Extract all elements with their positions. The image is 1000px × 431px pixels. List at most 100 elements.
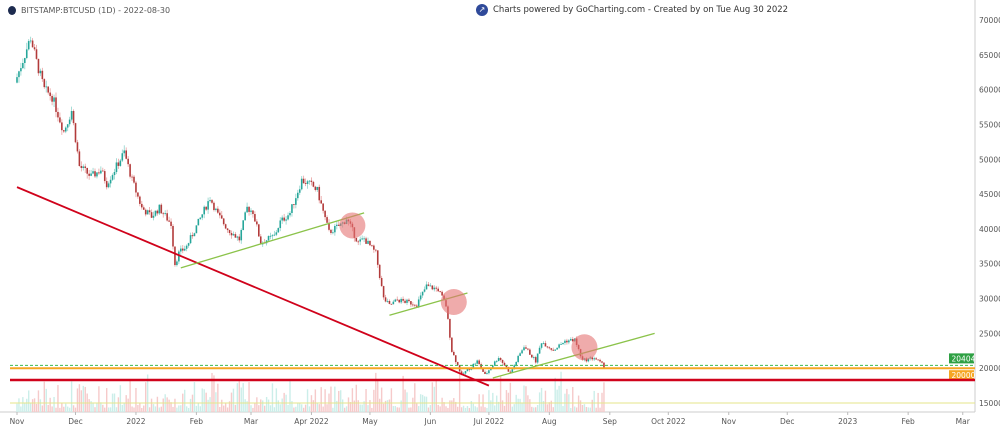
candle	[492, 365, 494, 369]
volume-bar	[146, 374, 149, 412]
candle	[367, 240, 369, 244]
volume-bar	[302, 407, 305, 412]
candle	[300, 178, 303, 190]
candle	[18, 71, 20, 78]
candle	[310, 180, 313, 182]
candle	[226, 228, 229, 231]
volume-bar	[371, 407, 373, 412]
candle	[474, 363, 477, 365]
candle	[100, 170, 102, 174]
volume-bar	[531, 406, 533, 412]
candle	[480, 364, 482, 369]
volume-bar	[20, 406, 22, 412]
volume-bar	[301, 404, 303, 412]
volume-bar	[525, 386, 527, 412]
volume-bar	[338, 390, 340, 412]
volume-bar	[589, 407, 591, 412]
candle	[193, 233, 196, 237]
candle	[131, 176, 133, 178]
volume-bar	[550, 400, 552, 412]
volume-bar	[558, 385, 560, 412]
candle	[396, 299, 399, 301]
volume-bar	[238, 380, 240, 412]
candle	[33, 47, 36, 50]
candle	[462, 373, 465, 375]
volume-bar	[462, 405, 465, 412]
volume-bar	[503, 405, 506, 412]
x-tick-label: Jul 2022	[473, 417, 505, 426]
candle	[242, 220, 244, 231]
candle	[49, 92, 51, 96]
volume-bar	[457, 406, 459, 412]
volume-bar	[496, 395, 498, 412]
candle	[295, 198, 297, 205]
volume-bar	[29, 403, 32, 412]
volume-bar	[189, 398, 192, 412]
volume-bar	[65, 403, 67, 412]
candle	[82, 166, 85, 168]
candle	[587, 358, 590, 362]
volume-bar	[449, 400, 451, 412]
candle	[219, 212, 221, 216]
candle	[283, 217, 285, 221]
y-tick-label: 15000	[979, 399, 1000, 408]
candle	[191, 235, 194, 237]
candle	[365, 238, 367, 244]
volume-bar	[316, 402, 318, 412]
candle	[180, 248, 182, 252]
candle	[320, 200, 322, 204]
candle	[419, 295, 422, 300]
candle	[497, 358, 500, 362]
volume-bar	[41, 405, 44, 412]
volume-bar	[490, 400, 492, 412]
candle	[550, 348, 553, 350]
volume-bar	[410, 407, 412, 412]
volume-bar	[74, 407, 77, 412]
volume-bar	[283, 392, 285, 412]
candle	[536, 353, 539, 363]
volume-bar	[269, 405, 272, 412]
volume-bar	[252, 407, 254, 412]
candle	[160, 204, 163, 214]
candle	[460, 371, 463, 374]
highlight-circle	[339, 212, 366, 239]
volume-bar	[172, 406, 174, 412]
candle	[185, 245, 188, 249]
candle	[236, 236, 239, 238]
candle	[66, 124, 69, 128]
candle	[135, 182, 137, 193]
volume-bar	[501, 400, 504, 412]
volume-bar	[254, 402, 256, 412]
candle	[181, 248, 184, 251]
candle	[248, 206, 250, 212]
candle	[76, 142, 79, 152]
candle	[64, 127, 67, 132]
volume-bar	[394, 406, 396, 412]
volume-bar	[396, 407, 398, 412]
volume-bar	[31, 399, 34, 412]
volume-bar	[90, 401, 92, 412]
candle	[509, 371, 512, 373]
candle	[359, 239, 361, 242]
volume-bar	[517, 398, 519, 412]
candle	[595, 358, 597, 360]
volume-bar	[583, 404, 586, 412]
candle	[431, 285, 434, 290]
volume-bar	[577, 395, 580, 412]
candle	[203, 206, 205, 215]
candle	[45, 86, 48, 88]
candle	[197, 218, 200, 226]
volume-bar	[349, 402, 352, 412]
volume-bar	[509, 382, 512, 412]
candle	[29, 40, 32, 42]
candle	[217, 208, 219, 213]
volume-bar	[250, 405, 252, 412]
candle	[57, 111, 59, 118]
volume-bar	[343, 407, 346, 412]
volume-bar	[587, 407, 590, 412]
volume-bar	[221, 399, 223, 412]
volume-bar	[412, 397, 414, 412]
volume-bar	[533, 407, 535, 412]
volume-bar	[365, 389, 367, 412]
